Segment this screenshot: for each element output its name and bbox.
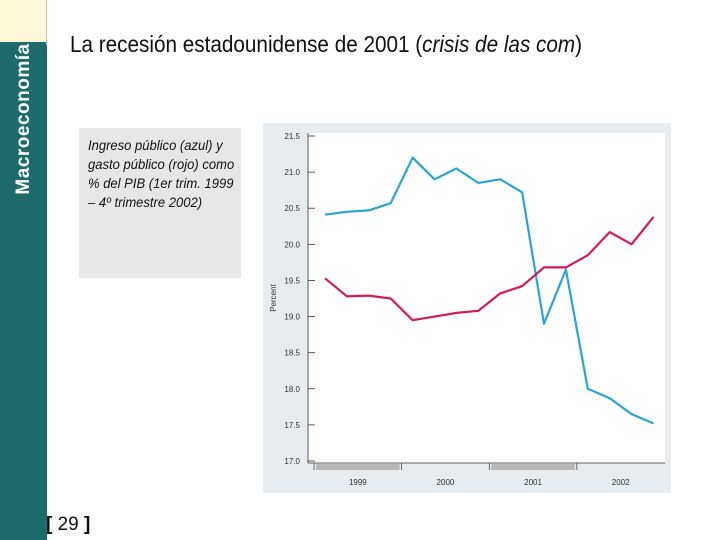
series-line (324, 156, 654, 425)
x-year-band (316, 464, 400, 470)
y-tick-label: 19.0 (284, 313, 300, 322)
series-line (324, 216, 655, 322)
y-tick-label: 19.5 (284, 276, 300, 285)
chart-panel: 21.5 21.0 20.5 20.0 19.5 19.0 18.5 18.0 17.5 17.0… (263, 123, 671, 493)
y-tick-label: 17.0 (284, 457, 300, 466)
x-year-band (491, 464, 575, 470)
bracket-open: [ (46, 514, 53, 535)
y-tick-label: 20.5 (284, 204, 300, 213)
y-axis-label: Percent (269, 283, 278, 311)
page-title: La recesión estadounidense de 2001 (cris… (70, 31, 582, 58)
chart-caption-box: Ingreso público (azul) y gasto público (… (79, 128, 241, 278)
sidebar-title: Macroeconomía (12, 43, 34, 195)
y-tick-label: 21.5 (284, 132, 300, 141)
bracket-close: ] (84, 514, 91, 535)
x-tick-label: 2001 (524, 478, 542, 487)
x-tick-label: 2002 (612, 478, 630, 487)
page-number-value: 29 (57, 514, 79, 535)
y-tick-label: 17.5 (284, 421, 300, 430)
page-number: [ 29 ] (46, 514, 90, 536)
chart-caption-text: Ingreso público (azul) y gasto público (… (88, 137, 235, 210)
y-tick-label: 21.0 (284, 168, 300, 177)
plot-area (308, 133, 665, 463)
title-italic: crisis de las com (422, 31, 576, 57)
x-tick-label: 2000 (437, 478, 455, 487)
x-tick-label: 1999 (349, 478, 367, 487)
y-tick-label: 18.0 (284, 385, 300, 394)
title-prefix: La recesión estadounidense de 2001 ( (70, 31, 423, 57)
title-suffix: ) (575, 31, 583, 57)
y-axis: 21.5 21.0 20.5 20.0 19.5 19.0 18.5 18.0 17.5 17.0 (284, 132, 315, 466)
sidebar-accent-block (0, 0, 47, 45)
sidebar: Macroeconomía (0, 0, 47, 540)
y-tick-label: 18.5 (284, 349, 300, 358)
line-chart: 21.5 21.0 20.5 20.0 19.5 19.0 18.5 18.0 17.5 17.0… (269, 132, 665, 487)
y-tick-label: 20.0 (284, 240, 300, 249)
x-axis: 1999 2000 2001 2002 (308, 462, 665, 487)
series-layer (324, 156, 655, 425)
